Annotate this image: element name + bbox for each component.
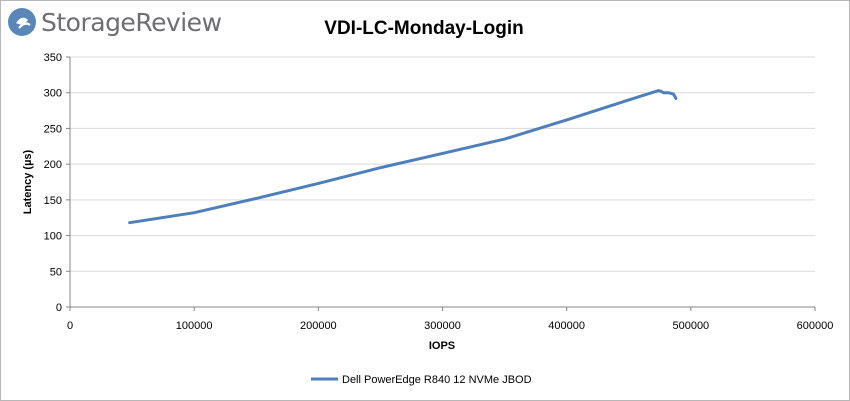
x-tick-label: 400000 (548, 320, 585, 332)
x-tick-label: 500000 (672, 320, 709, 332)
gridlines (70, 56, 815, 272)
legend-entry: Dell PowerEdge R840 12 NVMe JBOD (342, 374, 532, 386)
y-tick-label: 250 (44, 123, 62, 135)
y-tick-label: 100 (44, 231, 62, 243)
x-axis-ticks: 0 100000 200000 300000 400000 500000 600000 (67, 307, 833, 332)
y-tick-label: 150 (44, 195, 62, 207)
y-axis-label: Latency (µs) (22, 149, 34, 214)
x-axis-label: IOPS (429, 340, 455, 352)
logo-wordmark: StorageReview (41, 7, 222, 37)
legend: Dell PowerEdge R840 12 NVMe JBOD (311, 374, 532, 386)
storagereview-mark-icon (8, 8, 36, 36)
series-line (128, 89, 678, 225)
x-tick-label: 300000 (424, 320, 461, 332)
x-tick-label: 200000 (300, 320, 337, 332)
axes (69, 57, 815, 308)
x-tick-label: 600000 (797, 320, 834, 332)
y-tick-label: 0 (56, 302, 62, 314)
x-tick-label: 100000 (176, 320, 213, 332)
y-tick-label: 350 (44, 52, 62, 64)
y-tick-label: 50 (50, 266, 62, 278)
storagereview-logo: StorageReview (7, 5, 222, 39)
chart-title: VDI-LC-Monday-Login (324, 18, 523, 39)
x-tick-label: 0 (67, 320, 73, 332)
plot-area (128, 89, 678, 225)
y-axis-ticks: 0 50 100 150 200 250 300 350 (44, 52, 70, 314)
y-tick-label: 300 (44, 88, 62, 100)
y-tick-label: 200 (44, 159, 62, 171)
